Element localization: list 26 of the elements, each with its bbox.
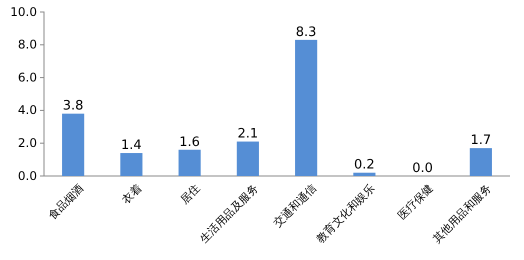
data-label: 1.4 (121, 138, 142, 154)
bar (295, 40, 318, 176)
bar (62, 114, 84, 176)
x-tick-label: 医疗保健 (395, 182, 436, 222)
y-tick-label: 6.0 (18, 70, 37, 84)
y-tick-label: 4.0 (18, 103, 37, 118)
data-label: 1.6 (179, 134, 200, 150)
y-tick-label: 0.0 (18, 168, 37, 183)
bar (470, 148, 492, 176)
y-tick-label: 8.0 (18, 38, 37, 52)
y-tick-label: 2.0 (18, 136, 37, 150)
y-tick-label: 10.0 (10, 4, 37, 19)
data-label: 8.3 (296, 24, 316, 40)
x-tick-label: 居住 (178, 182, 203, 207)
data-label: 2.1 (238, 126, 258, 142)
data-label: 0.0 (412, 161, 433, 176)
data-label: 1.7 (470, 133, 492, 148)
bar (236, 142, 259, 176)
bar (353, 172, 376, 176)
bar (120, 153, 142, 176)
x-tick-label: 食品烟酒 (46, 182, 86, 222)
data-label: 3.8 (62, 98, 84, 114)
x-tick-label: 交通和通信 (271, 182, 320, 230)
bar (178, 150, 201, 176)
data-label: 0.2 (354, 158, 375, 173)
x-tick-label: 衣着 (120, 182, 144, 207)
